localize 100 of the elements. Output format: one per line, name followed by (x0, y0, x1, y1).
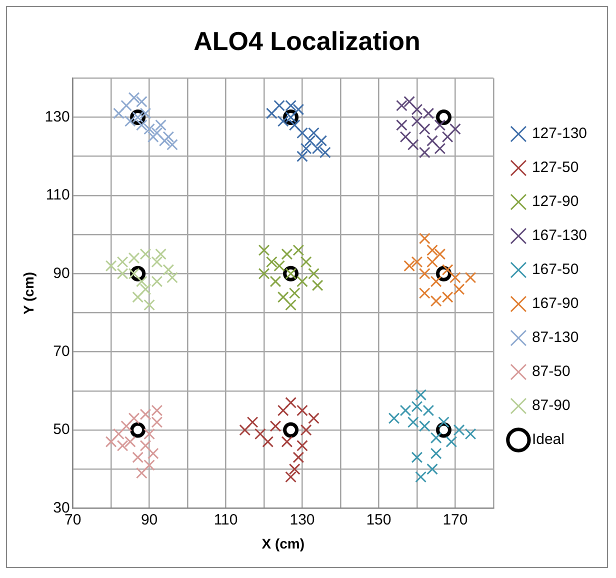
point (162, 264, 174, 276)
point (246, 416, 258, 428)
x-tick-label: 130 (290, 511, 315, 528)
point (418, 123, 430, 135)
point (274, 100, 286, 112)
point (396, 119, 408, 131)
point (430, 276, 442, 288)
point (270, 276, 282, 288)
point (266, 108, 278, 120)
point (166, 138, 178, 150)
point (120, 100, 132, 112)
point (254, 428, 266, 440)
point (277, 291, 289, 303)
point (277, 116, 289, 127)
point (450, 123, 461, 135)
point (132, 291, 144, 303)
point (312, 142, 324, 154)
point (426, 463, 438, 475)
point (415, 389, 426, 401)
point (147, 131, 159, 143)
x-tick-label: 90 (140, 511, 158, 528)
point (281, 436, 293, 448)
point (446, 436, 458, 448)
point (422, 404, 434, 416)
point (411, 400, 423, 412)
legend-label: 167-50 (532, 261, 579, 278)
legend-label: 127-50 (532, 159, 579, 176)
point (434, 119, 446, 131)
point (144, 428, 156, 440)
point (120, 420, 132, 432)
legend-label: 87-130 (532, 329, 579, 346)
point (418, 268, 430, 280)
point (288, 119, 300, 131)
point (124, 116, 136, 127)
point (292, 104, 304, 116)
point (316, 135, 328, 146)
point (162, 131, 174, 143)
point (132, 452, 144, 464)
legend-label: Ideal (532, 431, 564, 448)
point (258, 244, 270, 256)
point (140, 440, 152, 452)
point (136, 467, 148, 479)
point (415, 471, 426, 483)
point (407, 416, 419, 428)
point (418, 420, 430, 432)
x-axis-title: X (cm) (262, 535, 305, 552)
point (320, 146, 331, 158)
point (434, 248, 446, 260)
point (450, 272, 461, 284)
y-tick-label: 50 (53, 421, 70, 438)
point (128, 412, 140, 424)
point (418, 232, 430, 244)
point (136, 276, 148, 288)
point (155, 248, 166, 260)
point (288, 463, 300, 475)
point (312, 280, 324, 292)
point (296, 404, 308, 416)
legend-label: 87-90 (532, 397, 570, 414)
point (105, 260, 117, 272)
point (453, 424, 465, 436)
point (453, 284, 465, 295)
point (258, 268, 270, 280)
point (436, 110, 452, 126)
point (396, 100, 408, 112)
point (296, 276, 308, 288)
point (140, 408, 152, 420)
point (308, 412, 320, 424)
point (116, 440, 128, 452)
point (296, 127, 308, 139)
point (155, 119, 166, 131)
point (285, 396, 296, 408)
point (136, 119, 148, 131)
point (296, 440, 308, 452)
point (283, 422, 299, 438)
y-tick-label: 110 (46, 186, 70, 204)
point (144, 299, 156, 311)
point (266, 256, 278, 268)
point (130, 422, 146, 438)
point (281, 248, 293, 260)
y-tick-label: 70 (53, 342, 70, 360)
point (304, 135, 316, 146)
point (113, 428, 124, 440)
point (418, 146, 430, 158)
legend-label: 87-50 (532, 363, 570, 380)
point (166, 272, 178, 284)
point (262, 436, 274, 448)
point (239, 424, 251, 436)
point (124, 436, 136, 448)
point (140, 108, 152, 120)
y-tick-label: 130 (44, 108, 70, 126)
legend-label: 167-90 (532, 295, 579, 312)
point (300, 256, 312, 268)
legend-label: 127-90 (532, 193, 579, 210)
chart-title: ALO4 Localization (194, 26, 420, 56)
point (136, 96, 148, 108)
point (285, 299, 296, 311)
point (140, 284, 152, 295)
point (308, 268, 320, 280)
point (277, 404, 289, 416)
point (442, 291, 454, 303)
